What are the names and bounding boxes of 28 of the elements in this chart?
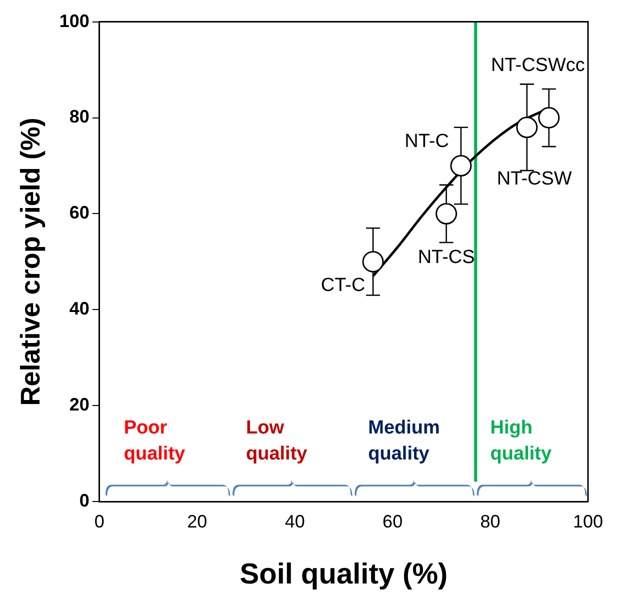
annotation: NT-CS	[418, 246, 475, 268]
y-tick-label: 40	[69, 298, 90, 319]
annotation: Medium quality	[368, 418, 440, 465]
x-tick-label: 20	[187, 511, 208, 532]
point	[362, 250, 384, 272]
point	[450, 154, 472, 176]
y-axis-title: Relative crop yield (%)	[16, 118, 46, 406]
annotation: Low quality	[246, 418, 308, 465]
y-tick-label: 80	[69, 106, 90, 127]
point	[516, 116, 538, 138]
x-axis-title: Soil quality (%)	[240, 558, 448, 591]
point	[538, 107, 560, 129]
annotation: NT-CSWcc	[490, 54, 585, 76]
x-tick-label: 100	[572, 511, 604, 532]
y-tick-label: 60	[69, 202, 90, 223]
y-tick-label: 100	[59, 10, 90, 31]
x-tick-label: 80	[480, 511, 500, 532]
y-tick-label: 20	[69, 394, 90, 415]
point	[436, 202, 458, 224]
x-tick-label: 60	[382, 511, 403, 532]
annotation: NT-C	[404, 130, 449, 152]
x-tick-label: 0	[94, 511, 104, 532]
annotation: Poor quality	[124, 418, 186, 465]
y-tick-label: 0	[79, 490, 90, 511]
x-tick-label: 40	[284, 511, 305, 532]
annotation: CT-C	[320, 274, 366, 296]
annotation: High quality	[490, 418, 552, 465]
annotation: NT-CSW	[496, 168, 572, 190]
